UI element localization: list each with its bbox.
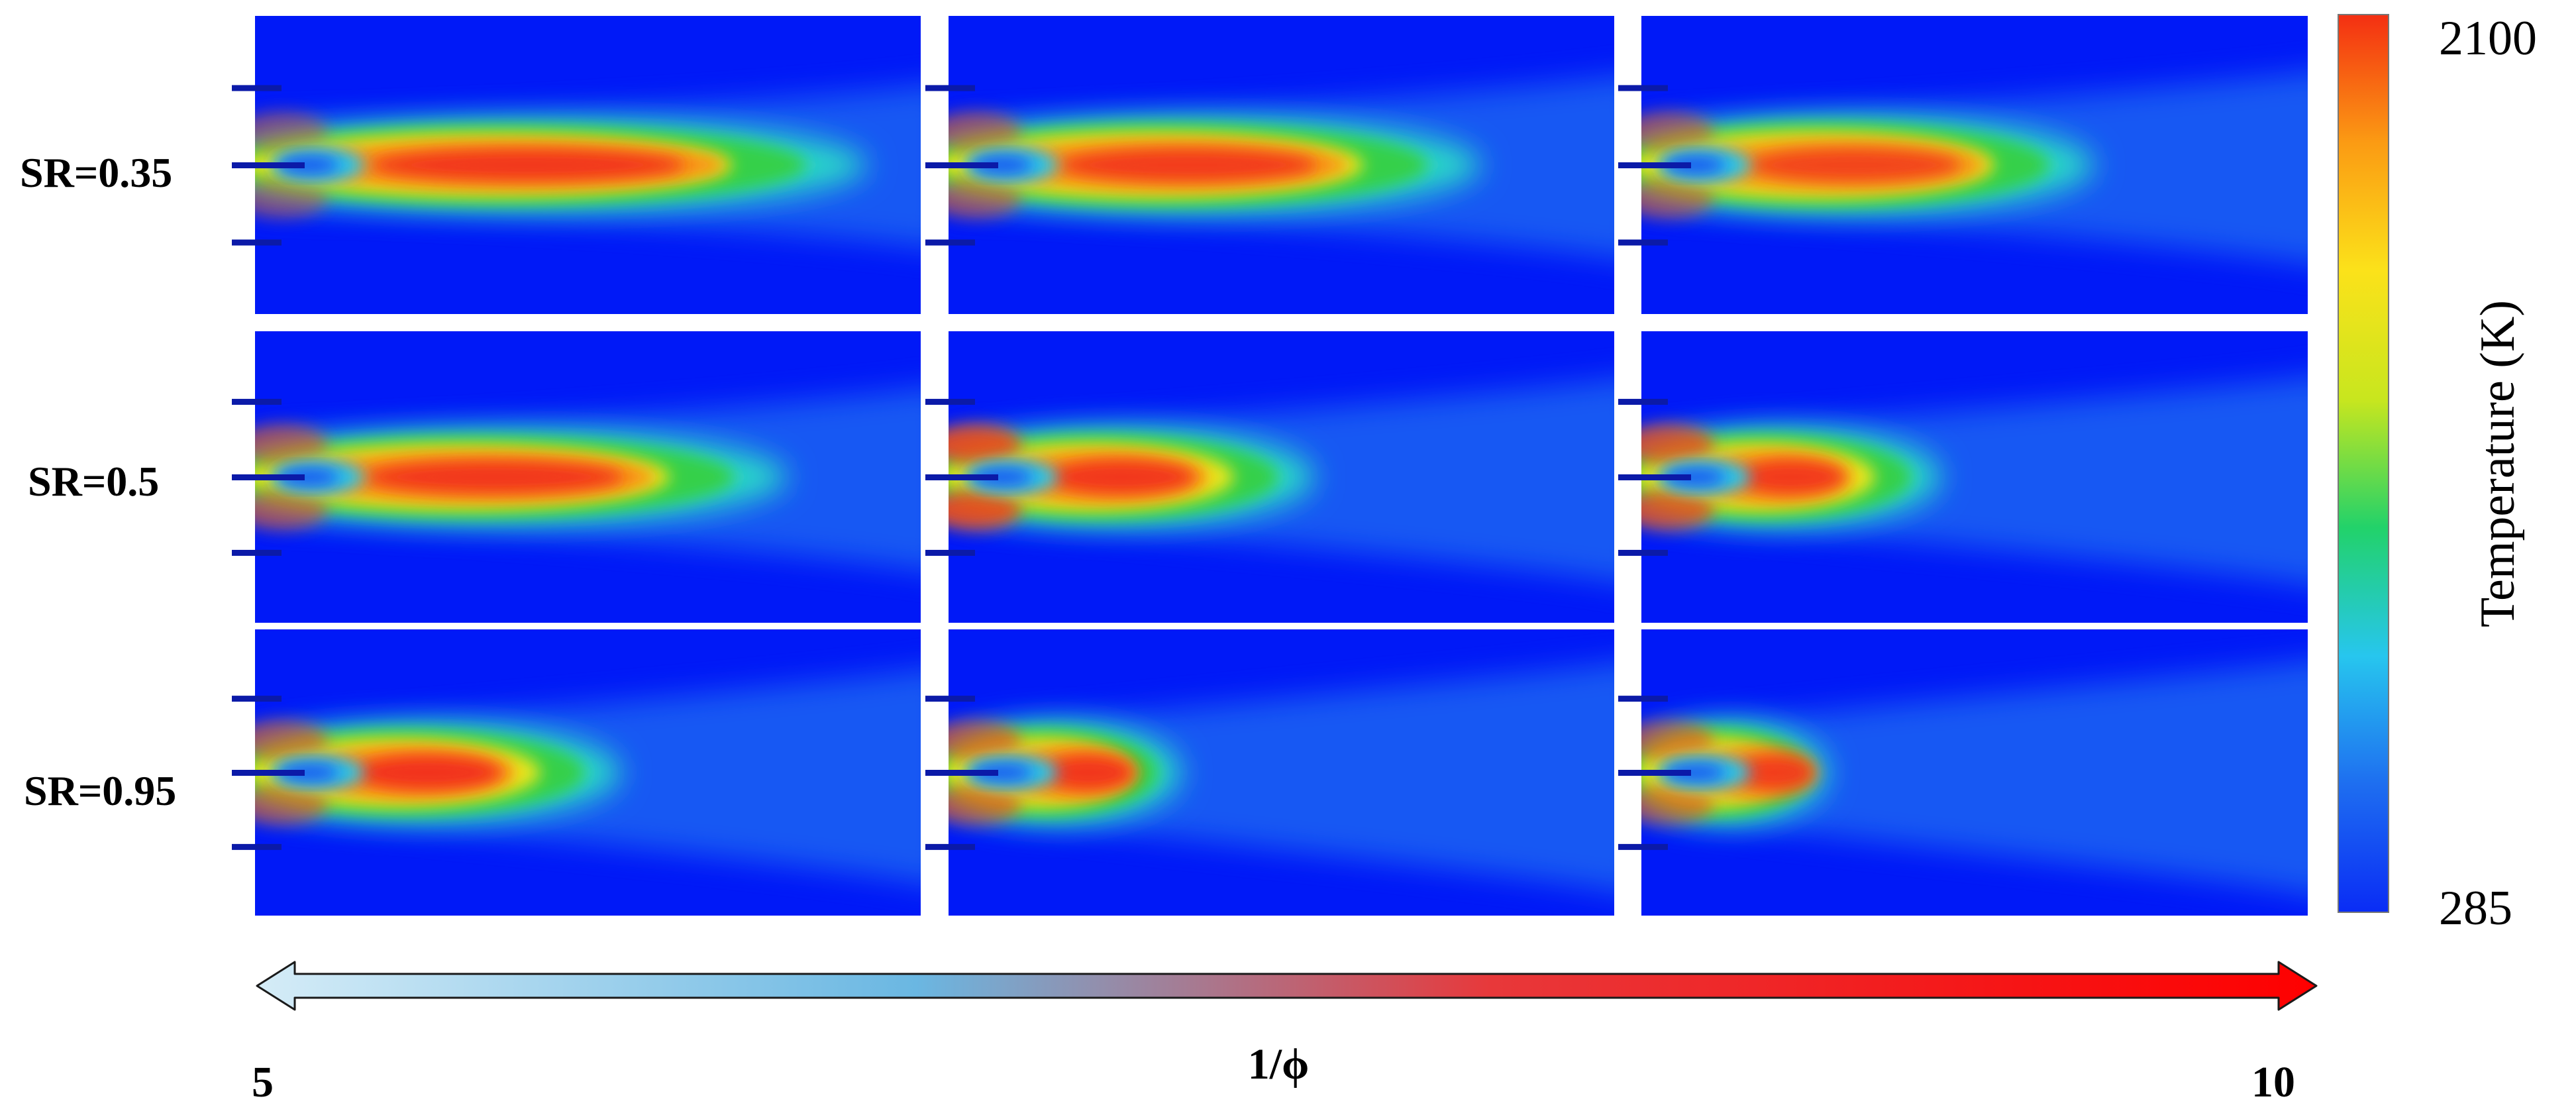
nozzle-wall (1618, 85, 1668, 91)
nozzle-wall (232, 770, 305, 776)
nozzle-wall (232, 162, 305, 168)
nozzle-wall (232, 85, 282, 91)
contour-panel (232, 629, 921, 916)
row-label-sr-0.5: SR=0.5 (28, 458, 159, 505)
contour-panel-grid (232, 16, 2308, 916)
contour-panel (1618, 16, 2308, 314)
contour-panel (925, 331, 1614, 623)
x-axis-max-label: 10 (2251, 1058, 2295, 1106)
nozzle-wall (925, 85, 975, 91)
nozzle-wall (232, 474, 305, 480)
colorbar-title: Temperature (K) (2471, 300, 2525, 627)
nozzle-wall (1618, 239, 1668, 246)
colorbar (2338, 14, 2389, 913)
nozzle-wall (1618, 843, 1668, 850)
nozzle-wall (1618, 474, 1691, 480)
nozzle-wall (232, 696, 282, 702)
contour-panel (925, 629, 1614, 916)
nozzle-wall (1618, 399, 1668, 405)
contour-panel (925, 16, 1614, 314)
nozzle-wall (925, 239, 975, 246)
nozzle-wall (1618, 770, 1691, 776)
contour-panel (1618, 629, 2308, 916)
nozzle-wall (232, 549, 282, 556)
nozzle-wall (925, 843, 975, 850)
nozzle-wall (232, 239, 282, 246)
nozzle-wall (232, 399, 282, 405)
row-label-sr-0.35: SR=0.35 (20, 149, 172, 196)
nozzle-wall (232, 843, 282, 850)
x-axis-min-label: 5 (252, 1058, 274, 1106)
nozzle-wall (925, 474, 998, 480)
contour-panel (1618, 331, 2308, 623)
contour-panel (232, 16, 921, 314)
nozzle-wall (925, 770, 998, 776)
x-axis-title: 1/ϕ (1248, 1040, 1310, 1089)
nozzle-wall (1618, 696, 1668, 702)
row-label-sr-0.95: SR=0.95 (24, 767, 176, 814)
nozzle-wall (1618, 162, 1691, 168)
nozzle-wall (925, 399, 975, 405)
nozzle-wall (1618, 549, 1668, 556)
nozzle-wall (925, 696, 975, 702)
colorbar-max-label: 2100 (2439, 11, 2537, 66)
colorbar-min-label: 285 (2439, 881, 2512, 935)
nozzle-wall (925, 549, 975, 556)
nozzle-wall (925, 162, 998, 168)
contour-panel (232, 331, 921, 623)
x-axis-gradient-arrow (256, 961, 2318, 1011)
